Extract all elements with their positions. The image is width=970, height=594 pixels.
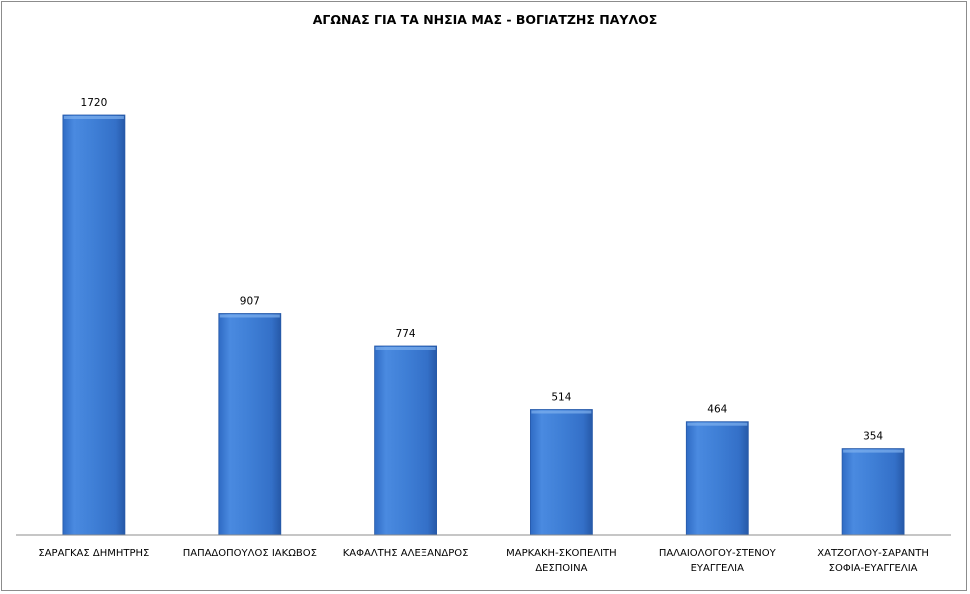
bar-3: [374, 345, 438, 536]
bar-5: [685, 421, 749, 536]
bar-1: [62, 114, 126, 536]
bar-highlight-2: [219, 314, 280, 318]
x-tick-label-3: ΚΑΦΑΛΤΗΣ ΑΛΕΞΑΝΔΡΟΣ: [342, 548, 469, 559]
x-tick-label-2: ΠΑΠΑΔΟΠΟΥΛΟΣ ΙΑΚΩΒΟΣ: [182, 548, 317, 559]
data-label-1: 1720: [81, 97, 108, 109]
bar-6: [841, 448, 905, 536]
data-label-4: 514: [551, 392, 571, 404]
data-label-2: 907: [240, 296, 260, 308]
x-tick-label-1: ΣΑΡΑΓΚΑΣ ΔΗΜΗΤΡΗΣ: [38, 548, 150, 559]
bar-highlight-4: [531, 410, 592, 414]
x-tick-label-6: ΧΑΤΖΟΓΛΟΥ-ΣΑΡΑΝΤΗ ΣΟΦΙΑ-ΕΥΑΓΓΕΛΙΑ: [817, 548, 929, 574]
bar-highlight-3: [375, 347, 436, 350]
bar-highlight-5: [687, 422, 748, 426]
data-label-3: 774: [396, 328, 416, 340]
x-tick-label-4: ΜΑΡΚΑΚΗ-ΣΚΟΠΕΛΙΤΗ ΔΕΣΠΟΙΝΑ: [506, 548, 617, 574]
bar-highlight-6: [843, 449, 904, 453]
bar-highlight-1: [63, 116, 124, 119]
x-tick-label-5: ΠΑΛΑΙΟΛΟΓΟΥ-ΣΤΕΝΟΥ ΕΥΑΓΓΕΛΙΑ: [658, 548, 776, 574]
bar-4: [530, 409, 593, 536]
chart-title: ΑΓΩΝΑΣ ΓΙΑ ΤΑ ΝΗΣΙΑ ΜΑΣ - ΒΟΓΙΑΤΖΗΣ ΠΑΥΛ…: [312, 12, 658, 27]
data-label-5: 464: [707, 404, 727, 416]
bar-2: [218, 313, 282, 536]
data-label-6: 354: [863, 431, 883, 443]
